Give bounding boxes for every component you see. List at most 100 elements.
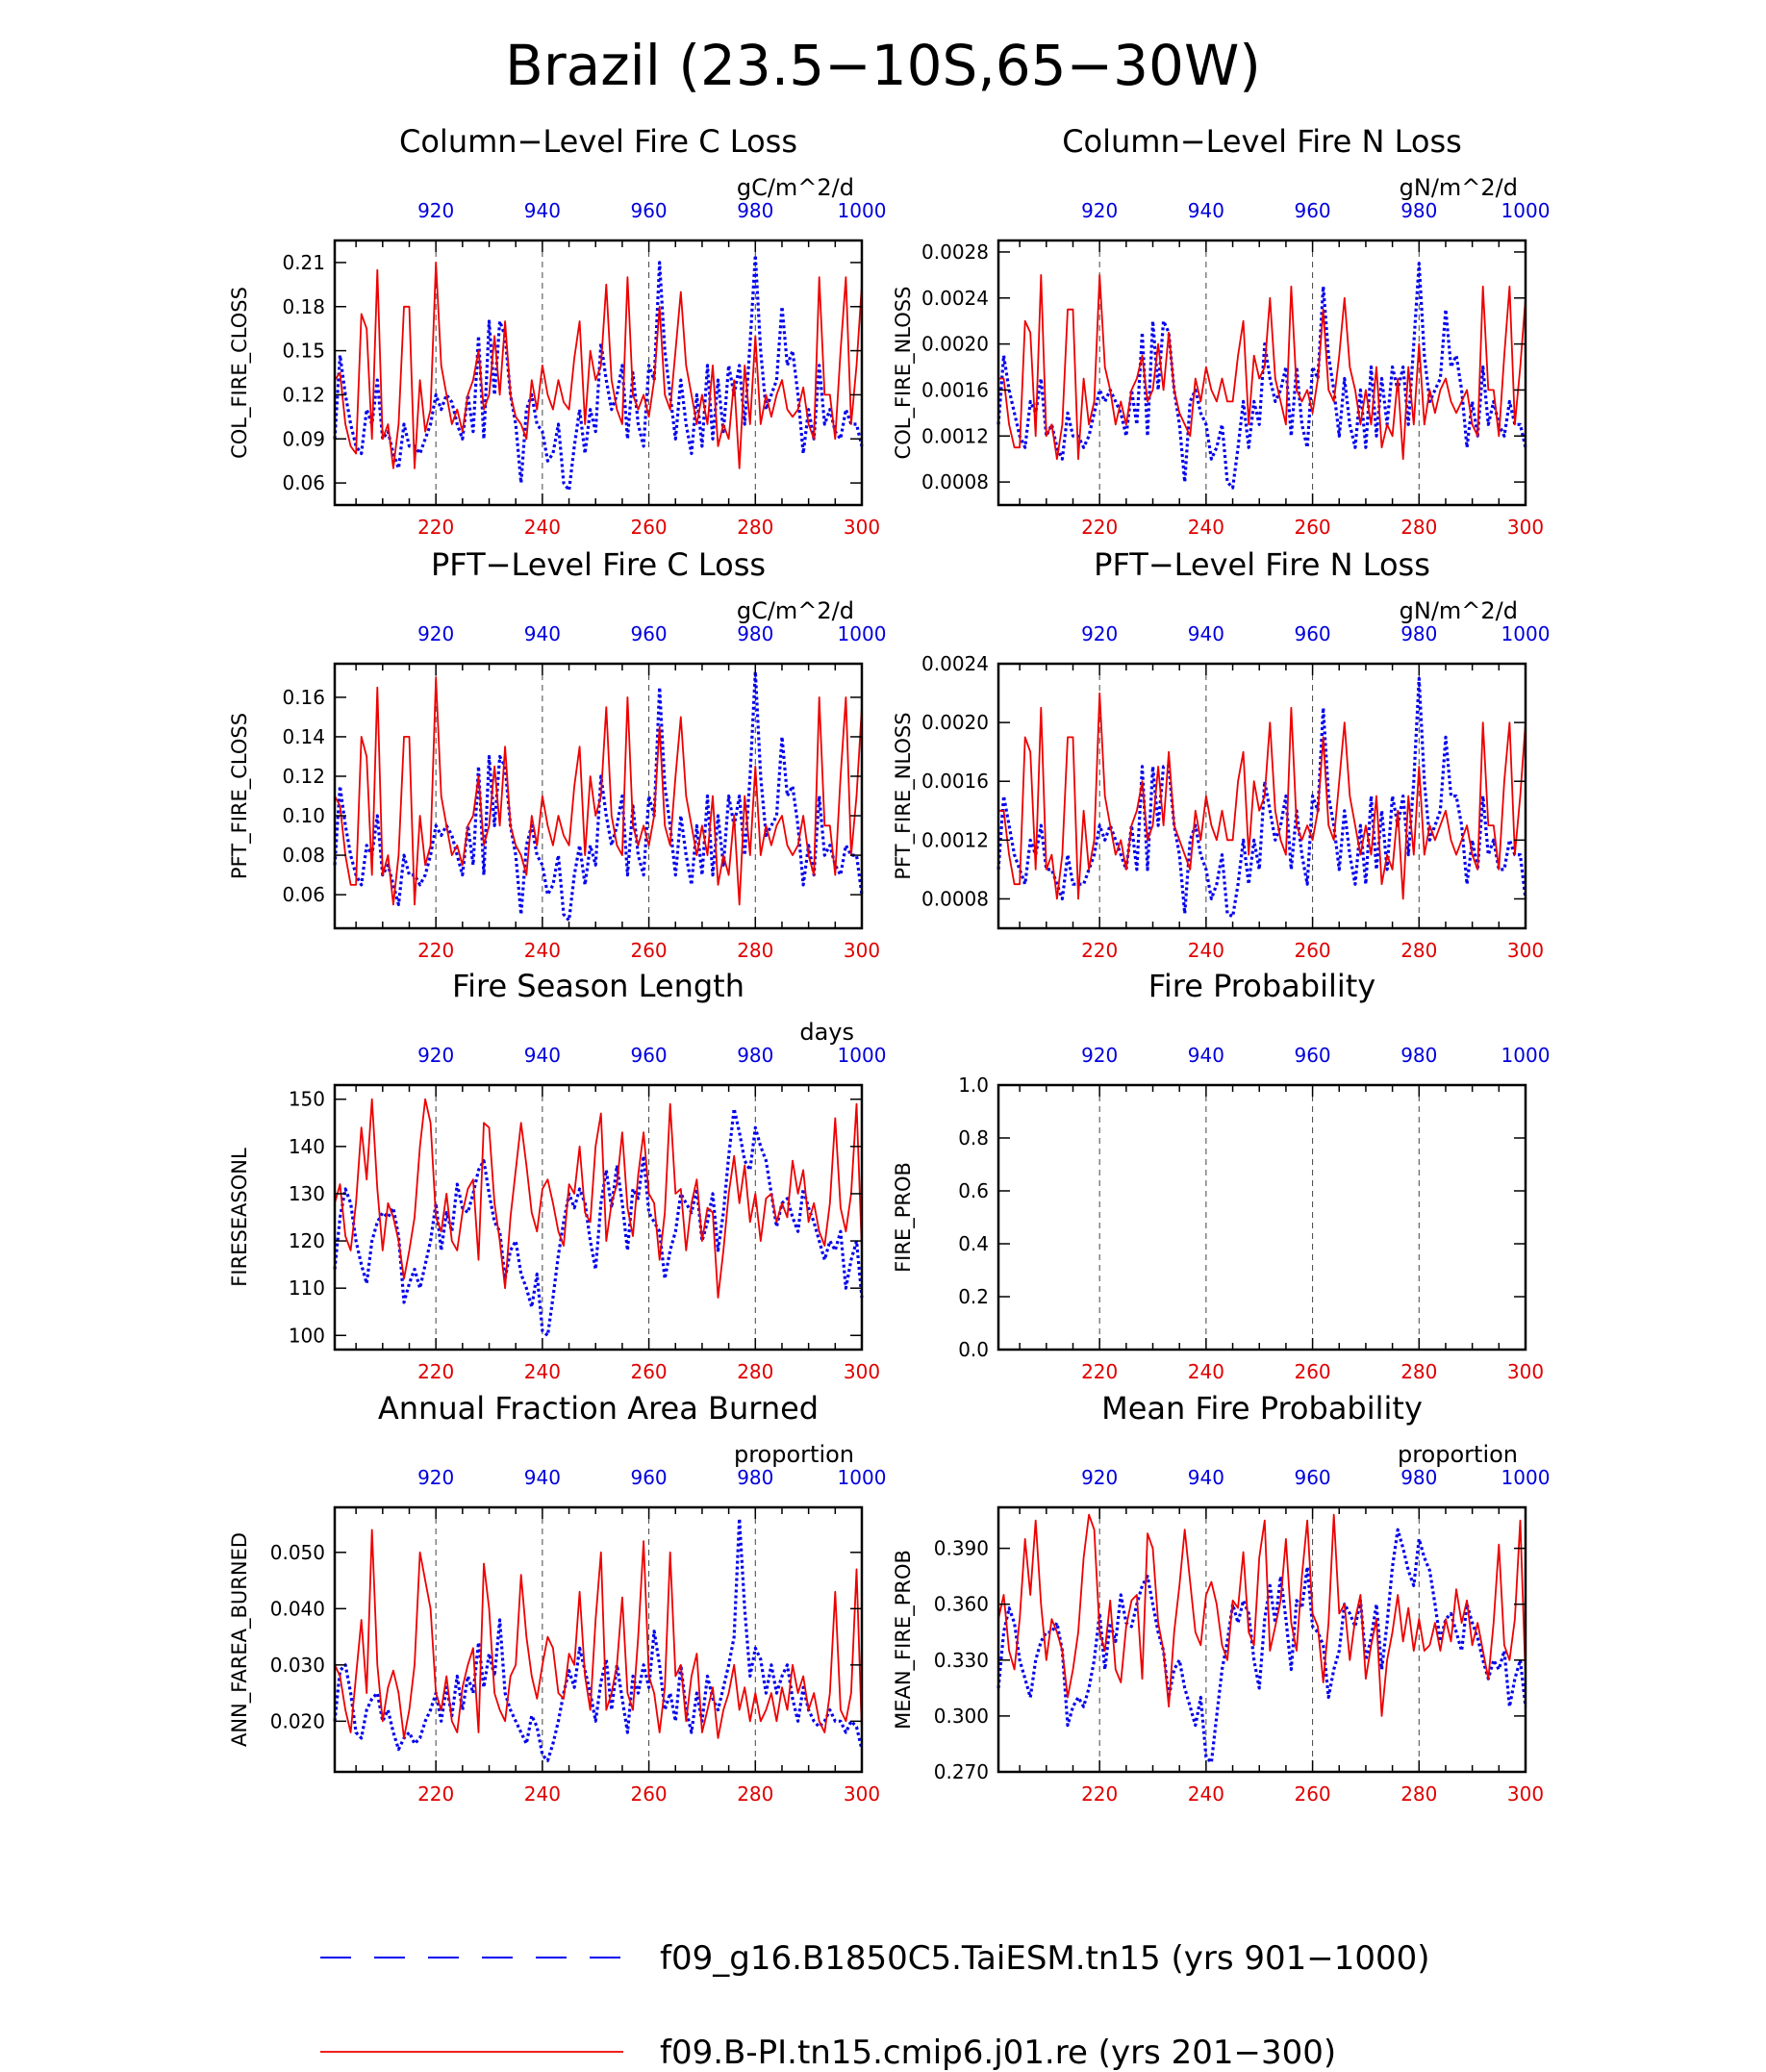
x-tick-label-bottom: 260 [630,1360,667,1383]
y-tick-label: 0.12 [282,383,325,406]
y-tick-label: 0.0008 [921,887,989,910]
y-axis-label: MEAN_FIRE_PROB [892,1550,916,1730]
y-tick-label: 0.2 [958,1285,989,1308]
x-tick-label-top: 1000 [1501,1466,1551,1489]
series-line-ctl [334,1529,863,1739]
units-label: gN/m^2/d [1400,597,1518,624]
y-tick-label: 0.4 [958,1232,989,1255]
y-tick-label: 0.050 [270,1541,325,1564]
x-tick-label-bottom: 300 [1507,1360,1544,1383]
panel-title: Annual Fraction Area Burned [378,1390,819,1427]
y-tick-label: 0.16 [282,686,325,709]
x-tick-label-bottom: 260 [630,516,667,539]
y-tick-label: 0.0024 [921,287,989,310]
units-label: days [799,1019,854,1046]
y-tick-label: 0.18 [282,295,325,318]
x-tick-label-top: 1000 [838,199,887,222]
x-tick-label-bottom: 240 [524,1782,561,1806]
x-tick-label-top: 980 [1400,1044,1437,1067]
x-tick-label-top: 960 [630,1044,667,1067]
y-tick-label: 100 [289,1324,325,1347]
panel-title: PFT−Level Fire N Loss [1094,546,1430,583]
x-tick-label-top: 940 [524,1466,561,1489]
y-tick-label: 0.15 [282,340,325,363]
panel-8: Mean Fire Probability proportion 220 240 260… [892,1390,1550,1806]
panel-4: PFT−Level Fire N Loss gN/m^2/d 220 240 260 28… [892,546,1550,962]
x-tick-label-bottom: 240 [1188,1360,1224,1383]
y-tick-label: 0.020 [270,1709,325,1732]
x-tick-label-top: 960 [1294,1044,1330,1067]
panel-7: Annual Fraction Area Burned proportion 220… [228,1390,886,1806]
legend-item: f09.B-PI.tn15.cmip6.j01.re (yrs 201−300) [320,2034,1336,2072]
y-tick-label: 0.0020 [921,711,989,734]
y-tick-label: 0.0008 [921,470,989,493]
y-tick-label: 0.040 [270,1597,325,1620]
plot-frame [997,1083,1527,1352]
x-tick-label-top: 940 [1188,199,1224,222]
y-axis-label: FIRE_PROB [892,1162,916,1273]
y-tick-label: 0.06 [282,471,325,494]
y-axis-label: PFT_FIRE_CLOSS [228,713,252,879]
units-label: proportion [734,1441,854,1468]
y-tick-label: 1.0 [958,1074,989,1097]
x-tick-label-top: 980 [737,1044,773,1067]
x-tick-label-bottom: 300 [844,939,880,962]
y-tick-label: 0.8 [958,1126,989,1150]
x-tick-label-bottom: 260 [630,939,667,962]
y-tick-label: 0.0024 [921,652,989,675]
x-tick-label-bottom: 300 [844,1782,880,1806]
panel-title: Column−Level Fire C Loss [399,123,797,160]
x-tick-label-top: 940 [1188,1044,1224,1067]
series-line-ctl [997,1513,1526,1717]
y-tick-label: 0.300 [934,1705,989,1728]
y-tick-label: 0.0028 [921,240,989,264]
x-tick-label-top: 920 [1081,622,1118,645]
y-tick-label: 150 [289,1088,325,1111]
x-tick-label-bottom: 280 [1400,1782,1437,1806]
series-line-ctl [334,1098,863,1299]
x-tick-label-bottom: 280 [1400,516,1437,539]
y-tick-label: 0.360 [934,1593,989,1616]
units-label: proportion [1398,1441,1518,1468]
x-tick-label-top: 940 [1188,622,1224,645]
y-tick-label: 0.14 [282,725,325,748]
panel-title: Column−Level Fire N Loss [1062,123,1462,160]
x-tick-label-bottom: 300 [1507,1782,1544,1806]
x-tick-label-bottom: 280 [737,1782,773,1806]
x-tick-label-top: 960 [630,622,667,645]
plot-frame [997,239,1527,507]
x-tick-label-bottom: 220 [417,939,454,962]
plot-frame [997,662,1527,930]
y-tick-label: 0.06 [282,883,325,906]
plot-frame [333,662,864,930]
series-line-ctl [334,261,863,469]
x-tick-label-bottom: 240 [524,516,561,539]
series-line-ctl [998,692,1526,900]
y-tick-label: 0.21 [282,251,325,274]
y-tick-label: 0.0016 [921,770,989,793]
panel-6: Fire Probability 220 240 260 280 300 920 940 960… [892,968,1550,1383]
x-tick-label-bottom: 300 [844,1360,880,1383]
legend-label: f09_g16.B1850C5.TaiESM.tn15 (yrs 901−100… [660,1939,1430,1978]
panel-3: PFT−Level Fire C Loss gC/m^2/d 220 240 260 28… [228,546,886,962]
x-tick-label-top: 980 [737,622,773,645]
y-axis-label: FIRESEASONL [228,1148,251,1287]
x-tick-label-top: 980 [1400,1466,1437,1489]
x-tick-label-top: 1000 [838,1044,887,1067]
x-tick-label-bottom: 220 [417,1782,454,1806]
y-axis-label: COL_FIRE_CLOSS [228,287,252,459]
y-tick-label: 0.0 [958,1338,989,1361]
y-tick-label: 0.0016 [921,378,989,401]
x-tick-label-bottom: 300 [844,516,880,539]
x-tick-label-top: 940 [524,1044,561,1067]
series-line-exp [333,253,864,493]
x-tick-label-top: 960 [630,1466,667,1489]
panel-title: Fire Season Length [452,968,744,1004]
y-axis-label: COL_FIRE_NLOSS [892,287,916,460]
x-tick-label-top: 980 [1400,199,1437,222]
figure-title: Brazil (23.5−10S,65−30W) [505,33,1261,98]
y-tick-label: 130 [289,1182,325,1205]
x-tick-label-bottom: 240 [1188,939,1224,962]
y-tick-label: 0.270 [934,1760,989,1783]
x-tick-label-top: 940 [524,622,561,645]
